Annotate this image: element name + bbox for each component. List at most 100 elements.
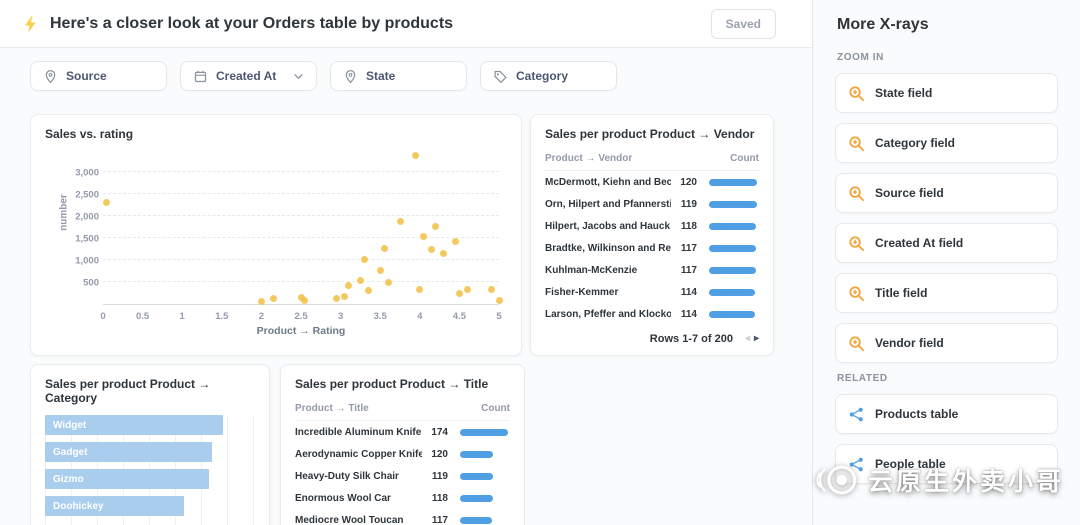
x-tick-label: 3 bbox=[338, 311, 343, 322]
count-bar-track bbox=[709, 223, 759, 230]
xray-zoom-source-field[interactable]: Source field bbox=[835, 173, 1058, 213]
row-label: Enormous Wool Car bbox=[295, 493, 422, 504]
table-row[interactable]: Enormous Wool Car118 bbox=[295, 487, 510, 509]
scatter-point[interactable] bbox=[420, 233, 427, 240]
card-title: Sales per product Product → Category bbox=[45, 377, 255, 405]
y-tick-label: 1,000 bbox=[75, 256, 99, 267]
filter-pill-category[interactable]: Category bbox=[480, 61, 617, 91]
scatter-point[interactable] bbox=[428, 246, 435, 253]
scatter-point[interactable] bbox=[412, 152, 419, 159]
scatter-point[interactable] bbox=[464, 286, 471, 293]
row-count: 119 bbox=[671, 199, 697, 210]
table-row[interactable]: Orn, Hilpert and Pfannerstill119 bbox=[545, 193, 759, 215]
table-row[interactable]: Larson, Pfeffer and Klocko114 bbox=[545, 303, 759, 325]
category-bar-plot: Widget Gadget Gizmo Doohickey bbox=[45, 415, 255, 525]
filter-label: State bbox=[366, 69, 395, 83]
filter-label: Source bbox=[66, 69, 107, 83]
scatter-point[interactable] bbox=[345, 282, 352, 289]
row-label: Incredible Aluminum Knife bbox=[295, 427, 422, 438]
scatter-point[interactable] bbox=[341, 293, 348, 300]
location-pin-icon bbox=[343, 69, 358, 84]
table-row[interactable]: Kuhlman-McKenzie117 bbox=[545, 259, 759, 281]
xray-zoom-title-field[interactable]: Title field bbox=[835, 273, 1058, 313]
row-label: Kuhlman-McKenzie bbox=[545, 265, 671, 276]
scatter-point[interactable] bbox=[397, 218, 404, 225]
scatter-point[interactable] bbox=[456, 290, 463, 297]
count-bar bbox=[460, 451, 493, 458]
filter-label: Created At bbox=[216, 69, 276, 83]
x-tick-label: 2 bbox=[259, 311, 264, 322]
scatter-point[interactable] bbox=[103, 199, 110, 206]
filter-pill-created-at[interactable]: Created At bbox=[180, 61, 317, 91]
xray-zoom-category-field[interactable]: Category field bbox=[835, 123, 1058, 163]
table-row[interactable]: Fisher-Kemmer114 bbox=[545, 281, 759, 303]
count-bar bbox=[460, 473, 493, 480]
x-tick-label: 4 bbox=[417, 311, 422, 322]
zoom-in-icon bbox=[848, 135, 865, 152]
row-count: 117 bbox=[671, 265, 697, 276]
scatter-point[interactable] bbox=[385, 279, 392, 286]
scatter-point[interactable] bbox=[365, 287, 372, 294]
table-row[interactable]: Incredible Aluminum Knife174 bbox=[295, 421, 510, 443]
x-tick-label: 5 bbox=[496, 311, 501, 322]
row-count: 120 bbox=[671, 177, 697, 188]
row-count: 119 bbox=[422, 471, 448, 482]
scatter-point[interactable] bbox=[270, 295, 277, 302]
scatter-point[interactable] bbox=[496, 297, 503, 304]
category-bar-gizmo[interactable]: Gizmo bbox=[45, 469, 209, 489]
section-label-zoom-in: ZOOM IN bbox=[837, 52, 1058, 63]
x-tick-label: 3.5 bbox=[374, 311, 387, 322]
zoom-in-list: State field Category field Source field Cre… bbox=[835, 73, 1058, 363]
count-bar bbox=[709, 201, 757, 208]
xray-related-people-table[interactable]: People table bbox=[835, 444, 1058, 484]
category-bar-doohickey[interactable]: Doohickey bbox=[45, 496, 184, 516]
filter-pill-source[interactable]: Source bbox=[30, 61, 167, 91]
chevron-down-icon bbox=[293, 71, 304, 82]
table-row[interactable]: Aerodynamic Copper Knife120 bbox=[295, 443, 510, 465]
related-icon bbox=[848, 406, 865, 423]
scatter-point[interactable] bbox=[361, 256, 368, 263]
scatter-point[interactable] bbox=[333, 295, 340, 302]
app-root: Here's a closer look at your Orders tabl… bbox=[0, 0, 1080, 525]
scatter-point[interactable] bbox=[357, 277, 364, 284]
xray-zoom-state-field[interactable]: State field bbox=[835, 73, 1058, 113]
prev-page-button[interactable]: ◂ bbox=[745, 334, 750, 344]
scatter-point[interactable] bbox=[440, 250, 447, 257]
filter-pill-state[interactable]: State bbox=[330, 61, 467, 91]
card-title: Sales per product Product → Vendor bbox=[545, 127, 759, 141]
card-title: Sales vs. rating bbox=[45, 127, 507, 141]
x-tick-label: 0.5 bbox=[136, 311, 149, 322]
sidebar-card-label: State field bbox=[875, 86, 932, 100]
table-row[interactable]: Mediocre Wool Toucan117 bbox=[295, 509, 510, 525]
y-tick-label: 1,500 bbox=[75, 234, 99, 245]
xray-related-products-table[interactable]: Products table bbox=[835, 394, 1058, 434]
category-bar-label: Widget bbox=[45, 420, 86, 431]
related-icon bbox=[848, 456, 865, 473]
scatter-point[interactable] bbox=[432, 223, 439, 230]
scatter-point[interactable] bbox=[381, 245, 388, 252]
table-row[interactable]: Heavy-Duty Silk Chair119 bbox=[295, 465, 510, 487]
scatter-point[interactable] bbox=[258, 298, 265, 305]
row-label: Bradtke, Wilkinson and Reilly bbox=[545, 243, 671, 254]
saved-button[interactable]: Saved bbox=[711, 9, 776, 39]
count-bar-track bbox=[709, 311, 759, 318]
next-page-button[interactable]: ▸ bbox=[754, 334, 759, 344]
scatter-plot: number 5001,0001,5002,0002,5003,000 00.5… bbox=[45, 143, 507, 341]
category-bar-widget[interactable]: Widget bbox=[45, 415, 223, 435]
y-tick-label: 500 bbox=[83, 278, 99, 289]
scatter-point[interactable] bbox=[416, 286, 423, 293]
main-area: Here's a closer look at your Orders tabl… bbox=[0, 0, 812, 525]
xray-zoom-vendor-field[interactable]: Vendor field bbox=[835, 323, 1058, 363]
table-row[interactable]: McDermott, Kiehn and Becker120 bbox=[545, 171, 759, 193]
xray-zoom-created-at-field[interactable]: Created At field bbox=[835, 223, 1058, 263]
category-bar-gadget[interactable]: Gadget bbox=[45, 442, 212, 462]
scatter-point[interactable] bbox=[301, 297, 308, 304]
scatter-point[interactable] bbox=[488, 286, 495, 293]
count-bar bbox=[460, 495, 493, 502]
x-tick-label: 4.5 bbox=[453, 311, 466, 322]
table-row[interactable]: Hilpert, Jacobs and Hauck118 bbox=[545, 215, 759, 237]
scatter-point[interactable] bbox=[452, 238, 459, 245]
scatter-point[interactable] bbox=[377, 267, 384, 274]
table-row[interactable]: Bradtke, Wilkinson and Reilly117 bbox=[545, 237, 759, 259]
table-header: Product → Vendor Count bbox=[545, 145, 759, 171]
